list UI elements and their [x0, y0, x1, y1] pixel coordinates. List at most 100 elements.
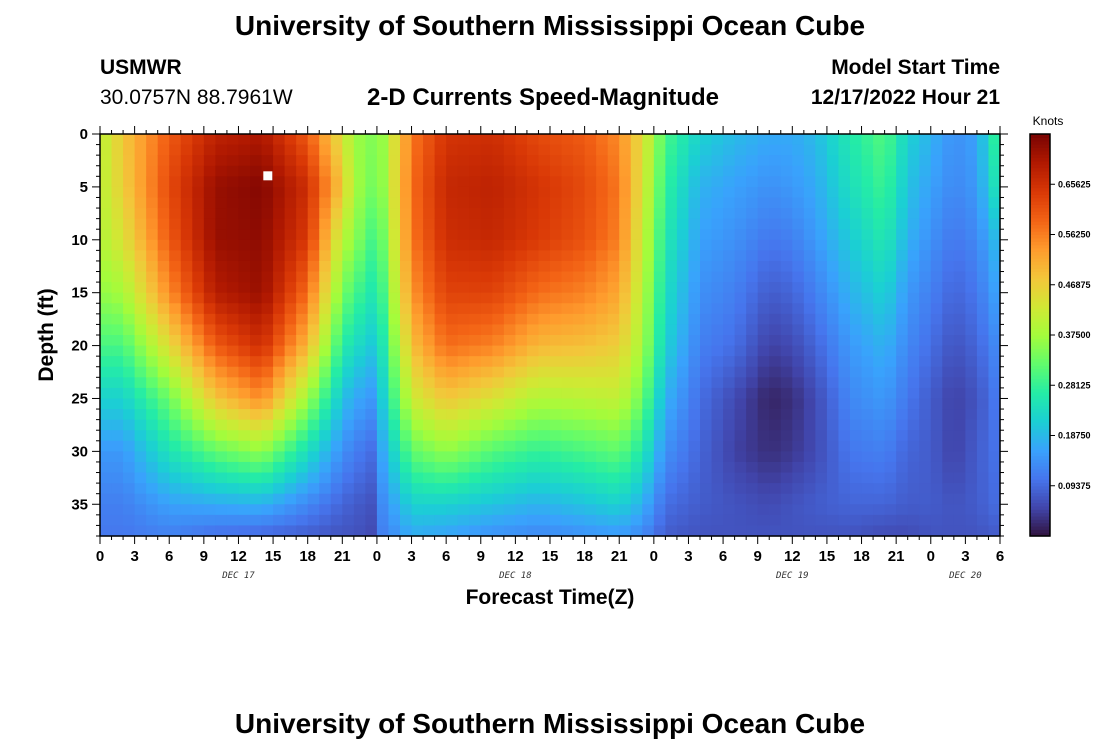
- heatmap-cell: [192, 303, 205, 315]
- heatmap-cell: [711, 514, 724, 527]
- heatmap-cell: [353, 218, 366, 230]
- heatmap-cell: [896, 176, 909, 188]
- heatmap-cell: [561, 324, 574, 336]
- heatmap-cell: [215, 440, 228, 452]
- heatmap-cell: [700, 387, 713, 400]
- heatmap-cell: [388, 504, 401, 516]
- heatmap-cell: [100, 440, 113, 452]
- heatmap-cell: [734, 387, 747, 400]
- heatmap-cell: [734, 197, 747, 209]
- heatmap-cell: [700, 398, 713, 410]
- heatmap-cell: [423, 229, 436, 241]
- heatmap-cell: [123, 218, 136, 230]
- heatmap-cell: [273, 282, 286, 294]
- heatmap-cell: [469, 377, 482, 389]
- colorbar-segment: [1030, 495, 1050, 500]
- heatmap-cell: [538, 335, 551, 347]
- heatmap-cell: [573, 514, 586, 527]
- heatmap-cell: [503, 303, 516, 315]
- heatmap-cell: [942, 324, 955, 336]
- heatmap-cell: [330, 165, 343, 177]
- heatmap-cell: [215, 313, 228, 326]
- heatmap-cell: [619, 451, 632, 463]
- heatmap-cell: [180, 218, 193, 230]
- heatmap-cell: [307, 144, 320, 156]
- heatmap-cell: [146, 239, 159, 251]
- heatmap-cell: [180, 292, 193, 304]
- heatmap-cell: [192, 324, 205, 336]
- heatmap-cell: [607, 260, 620, 273]
- heatmap-cell: [469, 356, 482, 368]
- heatmap-cell: [838, 493, 851, 505]
- heatmap-cell: [850, 377, 863, 389]
- heatmap-cell: [353, 504, 366, 516]
- heatmap-cell: [457, 525, 470, 537]
- heatmap-cell: [596, 324, 609, 336]
- heatmap-cell: [942, 303, 955, 315]
- heatmap-cell: [469, 398, 482, 410]
- heatmap-cell: [815, 229, 828, 241]
- heatmap-cell: [492, 514, 505, 527]
- heatmap-cell: [434, 144, 447, 156]
- heatmap-cell: [642, 271, 655, 283]
- heatmap-cell: [446, 504, 459, 516]
- heatmap-cell: [400, 345, 413, 357]
- heatmap-cell: [446, 461, 459, 474]
- heatmap-cell: [988, 282, 1001, 294]
- heatmap-cell: [919, 525, 932, 537]
- heatmap-cell: [180, 419, 193, 431]
- heatmap-cell: [446, 303, 459, 315]
- heatmap-cell: [400, 250, 413, 262]
- heatmap-cell: [792, 176, 805, 188]
- heatmap-cell: [538, 472, 551, 484]
- heatmap-cell: [780, 324, 793, 336]
- heatmap-cell: [203, 430, 216, 442]
- heatmap-cell: [480, 398, 493, 410]
- heatmap-cell: [688, 398, 701, 410]
- heatmap-cell: [250, 165, 263, 177]
- heatmap-cell: [480, 155, 493, 167]
- heatmap-cell: [988, 208, 1001, 220]
- heatmap-cell: [700, 186, 713, 199]
- heatmap-cell: [550, 335, 563, 347]
- heatmap-cell: [561, 271, 574, 283]
- heatmap-cell: [261, 366, 274, 378]
- y-tick-label: 25: [71, 390, 88, 407]
- heatmap-cell: [584, 134, 597, 146]
- heatmap-cell: [976, 366, 990, 378]
- colorbar-segment: [1030, 525, 1050, 530]
- heatmap-cell: [896, 377, 909, 389]
- heatmap-cell: [942, 514, 955, 527]
- heatmap-cell: [423, 250, 436, 262]
- heatmap-cell: [134, 483, 147, 495]
- heatmap-cell: [861, 186, 874, 199]
- heatmap-cell: [988, 165, 1001, 177]
- heatmap-cell: [123, 366, 136, 378]
- heatmap-cell: [330, 398, 343, 410]
- heatmap-cell: [480, 472, 493, 484]
- heatmap-cell: [400, 377, 413, 389]
- heatmap-cell: [238, 387, 251, 400]
- heatmap-cell: [873, 345, 886, 357]
- heatmap-cell: [538, 514, 551, 527]
- heatmap-cell: [803, 398, 816, 410]
- heatmap-cell: [319, 229, 332, 241]
- heatmap-cell: [815, 165, 828, 177]
- heatmap-cell: [596, 493, 609, 505]
- heatmap-cell: [515, 493, 528, 505]
- heatmap-cell: [169, 176, 182, 188]
- heatmap-cell: [976, 324, 990, 336]
- heatmap-cell: [446, 525, 459, 537]
- heatmap-cell: [630, 197, 643, 209]
- heatmap-cell: [861, 461, 874, 474]
- heatmap-cell: [469, 514, 482, 527]
- heatmap-cell: [930, 197, 943, 209]
- heatmap-cell: [134, 250, 147, 262]
- heatmap-cell: [238, 409, 251, 421]
- heatmap-cell: [619, 419, 632, 431]
- heatmap-cell: [919, 377, 932, 389]
- heatmap-cell: [873, 239, 886, 251]
- heatmap-cell: [723, 271, 736, 283]
- colorbar-segment: [1030, 378, 1050, 383]
- heatmap-cell: [215, 229, 228, 241]
